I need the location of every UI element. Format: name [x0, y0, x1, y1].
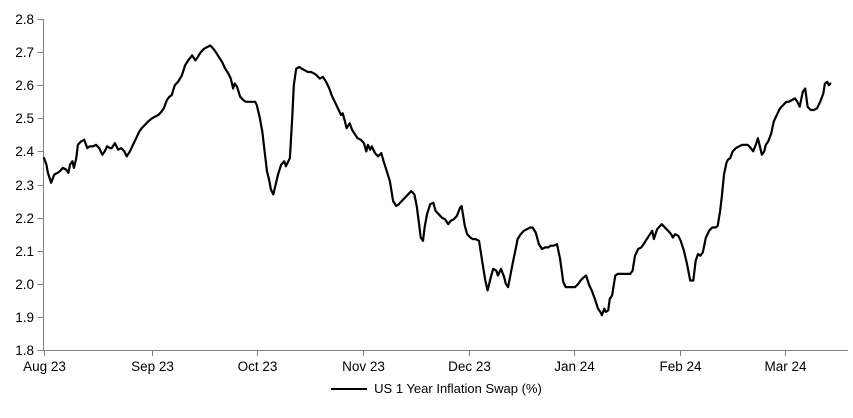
y-tick-label: 1.9: [15, 310, 34, 325]
y-tick-label: 2.1: [15, 244, 34, 259]
y-tick-label: 2.2: [15, 211, 34, 226]
x-tick-label: Feb 24: [659, 359, 702, 374]
x-tick-label: Dec 23: [448, 359, 491, 374]
legend-line-sample: [331, 388, 368, 390]
x-tick-label: Nov 23: [342, 359, 385, 374]
y-tick-label: 1.8: [15, 343, 34, 358]
y-tick-label: 2.5: [15, 111, 34, 126]
x-tick-label: Mar 24: [764, 359, 807, 374]
legend-label: US 1 Year Inflation Swap (%): [374, 381, 542, 396]
x-tick-label: Oct 23: [238, 359, 278, 374]
legend: US 1 Year Inflation Swap (%): [0, 382, 853, 396]
y-tick-label: 2.3: [15, 178, 34, 193]
series-line: [42, 44, 832, 317]
x-tick-label: Aug 23: [23, 359, 66, 374]
x-tick-label: Jan 24: [554, 359, 595, 374]
y-tick-label: 2.0: [15, 277, 34, 292]
x-tick-label: Sep 23: [131, 359, 174, 374]
y-tick-label: 2.4: [15, 144, 34, 159]
y-tick-label: 2.6: [15, 78, 34, 93]
y-tick-label: 2.7: [15, 45, 34, 60]
y-tick-label: 2.8: [15, 12, 34, 27]
